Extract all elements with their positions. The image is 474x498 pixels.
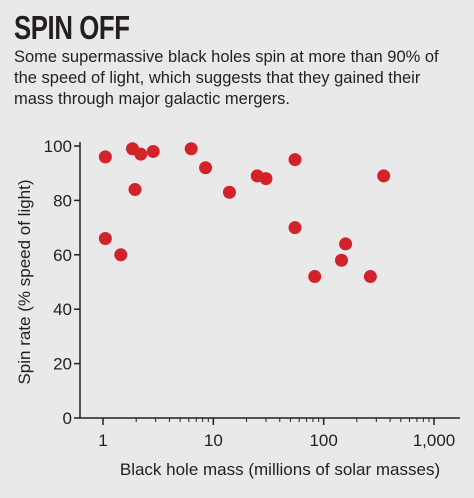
y-tick-label: 100 (44, 137, 72, 156)
data-point (377, 169, 391, 183)
data-point (146, 144, 160, 158)
data-point (98, 150, 112, 164)
y-axis-title: Spin rate (% speed of light) (15, 179, 34, 384)
y-tick-label: 40 (53, 300, 72, 319)
chart-title: SPIN OFF (14, 9, 130, 46)
data-point (199, 161, 213, 175)
data-point (128, 183, 142, 197)
data-point (363, 270, 377, 284)
y-tick-label: 60 (53, 246, 72, 265)
x-tick-label: 100 (309, 431, 337, 450)
y-axis-ticks: 0 20 40 60 80 100 (44, 137, 80, 428)
y-tick-label: 0 (63, 409, 72, 428)
data-point (98, 231, 112, 245)
data-point (114, 248, 128, 262)
chart-subtitle: Some supermassive black holes spin at mo… (14, 48, 439, 108)
data-point (288, 153, 302, 167)
data-point (288, 221, 302, 235)
data-point (222, 185, 236, 199)
y-tick-label: 20 (53, 355, 72, 374)
x-axis-title: Black hole mass (millions of solar masse… (120, 460, 440, 479)
x-tick-label: 1 (98, 431, 107, 450)
data-point (259, 172, 273, 186)
data-points (98, 142, 391, 284)
data-point (308, 270, 322, 284)
x-tick-label: 1,000 (413, 431, 456, 450)
y-tick-label: 80 (53, 191, 72, 210)
x-axis-ticks: 1 10 100 1,000 (98, 418, 455, 450)
data-point (134, 147, 148, 161)
data-point (334, 253, 348, 267)
data-point (184, 142, 198, 156)
data-point (339, 237, 353, 251)
x-tick-label: 10 (204, 431, 223, 450)
